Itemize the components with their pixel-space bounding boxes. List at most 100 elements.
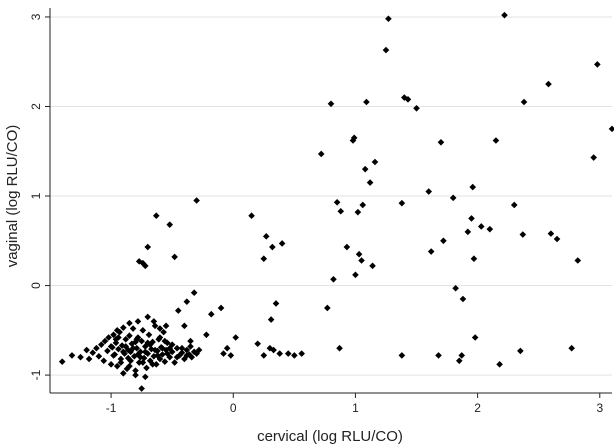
data-point [117, 355, 125, 363]
data-point [141, 348, 149, 356]
data-point [168, 348, 176, 356]
data-point [107, 343, 115, 350]
data-point [188, 353, 196, 361]
data-point [135, 359, 143, 366]
data-point [113, 327, 121, 334]
data-point [183, 298, 191, 305]
data-point [471, 334, 479, 341]
data-point [203, 331, 210, 339]
data-point [496, 361, 503, 368]
data-point [358, 257, 365, 264]
data-point [134, 351, 142, 358]
data-point [545, 80, 552, 88]
data-point [187, 337, 194, 345]
data-point [156, 325, 164, 332]
data-point [171, 359, 178, 366]
data-point [117, 359, 125, 366]
data-point [452, 284, 459, 292]
data-point [270, 346, 277, 354]
data-point [455, 357, 463, 365]
data-point [141, 373, 149, 381]
data-point [83, 346, 90, 354]
data-point [154, 347, 161, 355]
data-point [276, 350, 283, 357]
data-point [127, 348, 134, 356]
data-point [150, 352, 158, 360]
data-point [93, 344, 100, 352]
data-point [298, 350, 305, 357]
data-point [144, 339, 152, 347]
data-point [176, 352, 183, 359]
data-point [138, 337, 145, 345]
y-tick-label: -1 [29, 369, 43, 380]
data-point [195, 346, 203, 354]
data-point [163, 339, 171, 347]
data-point [220, 350, 227, 357]
data-point [112, 335, 120, 343]
data-point [112, 339, 120, 347]
data-point [517, 347, 524, 355]
axes [45, 8, 612, 398]
data-point [160, 328, 167, 336]
data-point [95, 352, 103, 360]
data-point [144, 350, 152, 357]
data-point [568, 344, 575, 352]
data-point [217, 304, 225, 312]
data-point [120, 348, 127, 356]
data-point [352, 271, 359, 279]
data-point [459, 295, 467, 303]
data-point [510, 201, 518, 209]
data-point [139, 359, 147, 366]
x-tick-label: 3 [596, 401, 603, 415]
data-point [156, 334, 164, 341]
data-point [135, 258, 143, 265]
data-point [113, 362, 121, 370]
data-point [227, 352, 235, 359]
x-axis-title: cervical (log RLU/CO) [257, 428, 403, 445]
data-point [190, 289, 198, 297]
data-point [161, 358, 169, 365]
data-point [149, 338, 156, 346]
data-point [77, 353, 84, 361]
data-point [132, 371, 139, 379]
data-point [120, 370, 127, 377]
data-point [278, 240, 286, 247]
data-point [128, 340, 136, 348]
data-point [470, 255, 478, 262]
data-point [254, 340, 261, 348]
data-point [124, 354, 132, 362]
data-point [174, 307, 182, 314]
data-point [355, 250, 363, 258]
data-point [132, 367, 139, 374]
data-point [594, 61, 601, 68]
data-point [262, 233, 270, 240]
data-point [385, 15, 392, 23]
data-point [143, 364, 150, 372]
data-point [150, 318, 158, 325]
data-point [171, 253, 178, 261]
data-point [151, 346, 159, 354]
data-point [223, 344, 231, 352]
data-point [330, 275, 337, 283]
data-point [110, 352, 117, 359]
data-points [58, 11, 614, 392]
data-point [131, 352, 138, 360]
data-point [139, 327, 147, 334]
data-point [104, 347, 111, 355]
data-point [404, 96, 412, 103]
data-point [350, 134, 358, 142]
data-point [144, 313, 152, 321]
data-point [98, 341, 105, 348]
data-point [58, 358, 66, 365]
data-point [193, 350, 200, 357]
grid-lines [50, 16, 612, 376]
data-point [183, 352, 191, 359]
data-point [425, 188, 433, 195]
data-point [501, 11, 508, 19]
data-point [260, 352, 268, 359]
data-point [458, 352, 466, 359]
data-point [437, 139, 445, 146]
data-point [154, 352, 161, 359]
data-point [149, 361, 156, 368]
